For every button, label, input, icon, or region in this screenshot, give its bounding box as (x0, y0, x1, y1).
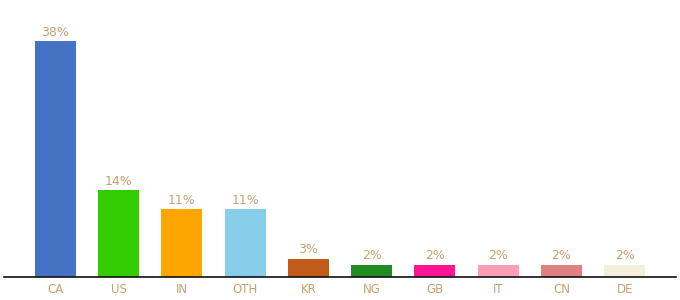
Text: 3%: 3% (299, 243, 318, 256)
Bar (288, 259, 329, 277)
Bar (414, 265, 456, 277)
Bar (351, 265, 392, 277)
Bar (477, 265, 519, 277)
Bar (604, 265, 645, 277)
Text: 11%: 11% (231, 194, 259, 206)
Text: 2%: 2% (615, 249, 634, 262)
Text: 2%: 2% (362, 249, 381, 262)
Bar (224, 209, 266, 277)
Text: 2%: 2% (488, 249, 508, 262)
Bar (161, 209, 203, 277)
Text: 14%: 14% (105, 175, 133, 188)
Text: 11%: 11% (168, 194, 196, 206)
Bar (541, 265, 582, 277)
Text: 2%: 2% (551, 249, 571, 262)
Text: 38%: 38% (41, 26, 69, 39)
Bar (35, 41, 76, 277)
Text: 2%: 2% (425, 249, 445, 262)
Bar (98, 190, 139, 277)
